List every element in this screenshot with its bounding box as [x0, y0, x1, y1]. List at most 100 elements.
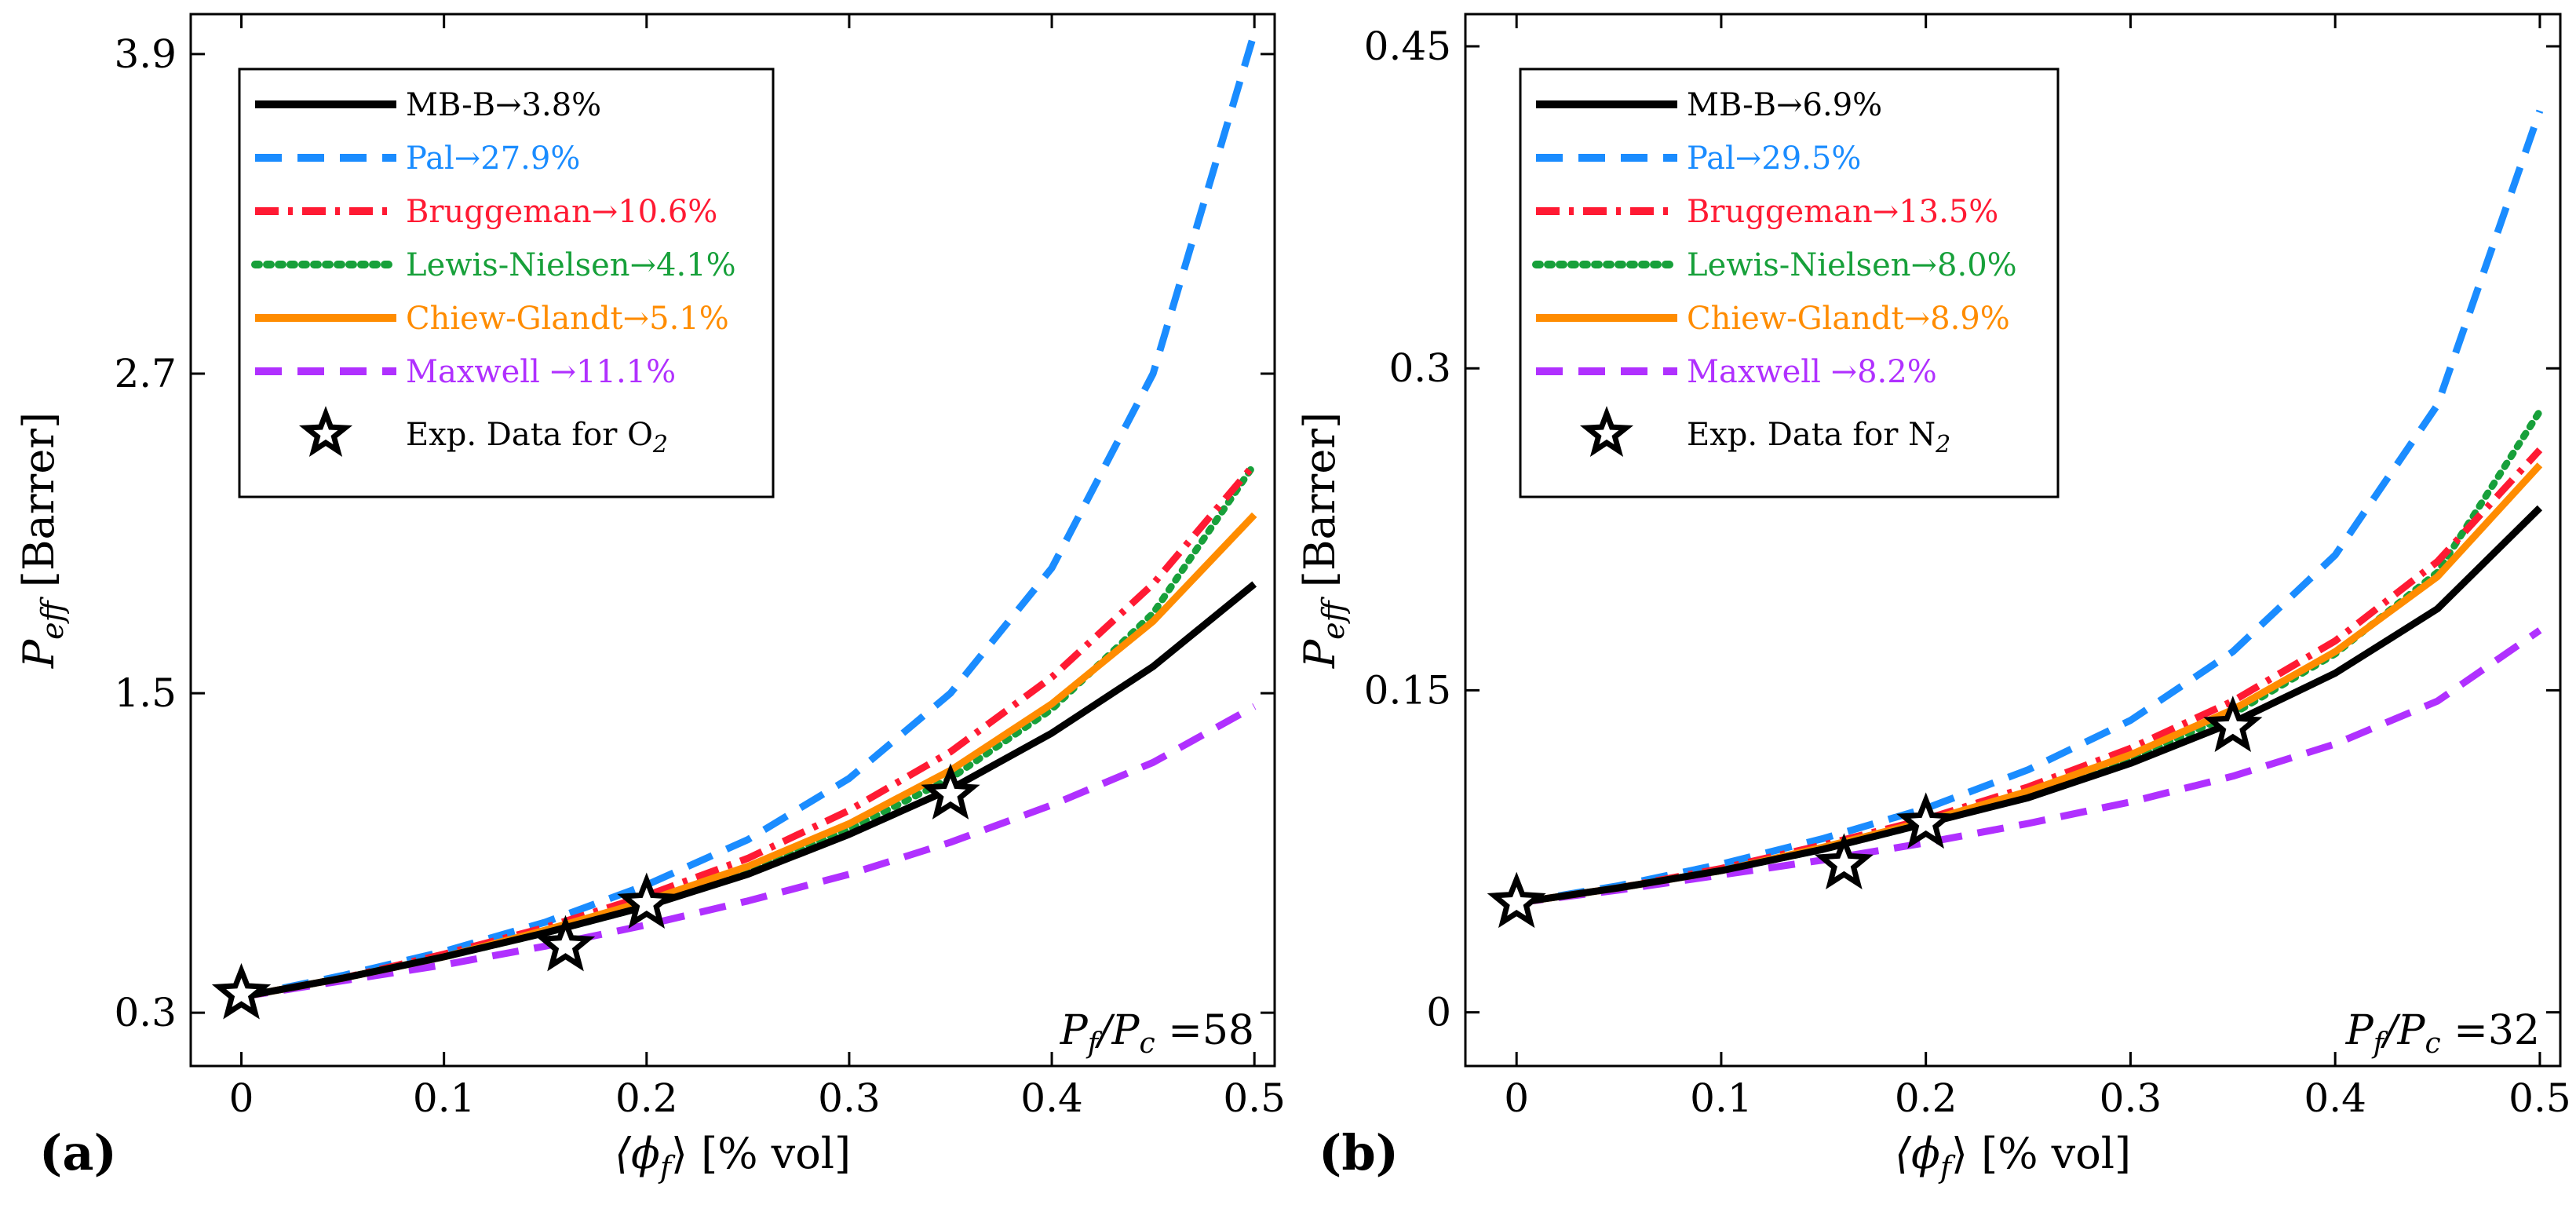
legend-entry-name: Lewis-Nielsen — [406, 247, 630, 283]
legend-entry-chiew-glandt: Chiew-Glandt→8.9% — [1687, 301, 2010, 337]
legend-entry-lewis-nielsen: Lewis-Nielsen→8.0% — [1687, 247, 2017, 283]
x-tick-label: 0 — [229, 1075, 254, 1121]
legend-entry-pal: Pal→27.9% — [406, 141, 580, 177]
legend-entry-error: →4.1% — [630, 247, 736, 283]
x-axis-label-main: ⟨ϕ — [615, 1129, 660, 1178]
series-line-mb-b — [1516, 505, 2543, 907]
panel-label: (b) — [1319, 1124, 1399, 1181]
experimental-point — [2203, 695, 2263, 752]
x-tick-label: 0.4 — [1020, 1075, 1083, 1121]
legend-entry-experimental: Exp. Data for N2 — [1687, 417, 1950, 458]
legend-entry-mb-b: MB-B→3.8% — [406, 87, 601, 123]
ratio-annotation-p1: P — [1060, 1007, 1089, 1054]
legend-entry-name: Bruggeman — [406, 194, 592, 230]
ratio-annotation: Pf/Pc =58 — [1060, 1007, 1254, 1060]
legend-entry-name: Chiew-Glandt — [406, 301, 623, 337]
legend-entry-error: →27.9% — [454, 141, 581, 177]
series-line-maxwell — [1516, 627, 2542, 907]
legend-entry-error: →8.2% — [1831, 354, 1937, 390]
x-axis-label: ⟨ϕf⟩ [% vol] — [615, 1129, 851, 1185]
series-line-bruggeman — [240, 462, 1257, 1001]
y-axis-label-main: P — [1295, 638, 1345, 669]
legend-entry-pal: Pal→29.5% — [1687, 141, 1861, 177]
legend-entry-name: Pal — [406, 141, 454, 177]
legend-entry-error: →8.9% — [1904, 301, 2010, 337]
legend-experimental-label: Exp. Data for O — [406, 417, 653, 453]
legend-entry-name: Bruggeman — [1687, 194, 1873, 230]
y-tick-label: 0.3 — [1388, 345, 1451, 391]
ratio-annotation-val: =32 — [2441, 1007, 2540, 1054]
series-line-maxwell — [240, 703, 1257, 1001]
y-tick-label: 0.45 — [1364, 24, 1451, 69]
legend-entry-error: →3.8% — [495, 87, 601, 123]
legend-entry-maxwell: Maxwell →11.1% — [406, 354, 676, 390]
panel-label: (a) — [39, 1124, 117, 1181]
y-axis-label: Peff [Barrer] — [14, 412, 70, 669]
ratio-annotation-p1: P — [2345, 1007, 2374, 1054]
experimental-point — [1487, 871, 1546, 929]
legend: MB-B→6.9% Pal→29.5% Bruggeman→13.5% Lewis-N… — [1519, 68, 2060, 498]
experimental-point — [1814, 833, 1874, 889]
legend-entry-error: →6.9% — [1776, 87, 1882, 123]
legend-entry-mb-b: MB-B→6.9% — [1687, 87, 1882, 123]
legend-entry-bruggeman: Bruggeman→10.6% — [406, 194, 717, 230]
legend-entry-bruggeman: Bruggeman→13.5% — [1687, 194, 1998, 230]
y-axis-label-sub: eff — [1316, 596, 1351, 639]
x-axis-label: ⟨ϕf⟩ [% vol] — [1895, 1129, 2131, 1185]
x-tick-label: 0.2 — [615, 1075, 678, 1121]
legend-experimental-label: Exp. Data for N — [1687, 417, 1936, 453]
x-tick-label: 0.3 — [2100, 1075, 2162, 1121]
y-axis-label-main: P — [14, 638, 64, 669]
legend-star-icon — [298, 406, 353, 457]
ratio-annotation-val: =58 — [1155, 1007, 1254, 1054]
series-line-pal — [1516, 109, 2544, 907]
experimental-point — [211, 962, 272, 1020]
experimental-point — [921, 763, 980, 820]
x-tick-label: 0.5 — [1223, 1075, 1286, 1121]
x-tick-label: 0 — [1504, 1075, 1529, 1121]
legend-entry-error: →29.5% — [1735, 141, 1862, 177]
x-tick-label: 0.5 — [2508, 1075, 2571, 1121]
series-line-chiew-glandt — [1516, 462, 2543, 907]
x-axis-label-main: ⟨ϕ — [1895, 1129, 1940, 1178]
ratio-annotation-mid: /P — [2380, 1007, 2426, 1054]
series-line-lewis-nielsen — [238, 460, 1258, 1001]
legend-entry-name: Pal — [1687, 141, 1735, 177]
experimental-point — [617, 872, 677, 929]
y-tick-label: 0 — [1426, 990, 1451, 1035]
y-tick-label: 0.15 — [1364, 667, 1451, 713]
plot-area — [189, 13, 1276, 1068]
y-tick-label: 3.9 — [114, 31, 177, 77]
legend-experimental-sub: 2 — [1935, 431, 1950, 458]
x-axis-label-rest: ⟩ [% vol] — [1951, 1129, 2131, 1178]
ratio-annotation: Pf/Pc =32 — [2345, 1007, 2540, 1060]
ratio-annotation-mid: /P — [1094, 1007, 1140, 1054]
legend-entry-lewis-nielsen: Lewis-Nielsen→4.1% — [406, 247, 736, 283]
series-line-pal — [240, 31, 1258, 1001]
legend-entry-name: Lewis-Nielsen — [1687, 247, 1911, 283]
legend-entry-chiew-glandt: Chiew-Glandt→5.1% — [406, 301, 729, 337]
y-tick-label: 1.5 — [114, 670, 177, 716]
legend-entry-name: MB-B — [406, 87, 495, 123]
series-line-chiew-glandt — [240, 512, 1257, 1001]
legend: MB-B→3.8% Pal→27.9% Bruggeman→10.6% Lewis-N… — [238, 68, 775, 498]
legend-entry-error: →13.5% — [1873, 194, 1999, 230]
plot-area — [1464, 13, 2562, 1068]
experimental-point — [535, 915, 596, 972]
experimental-point — [1896, 792, 1956, 849]
x-tick-label: 0.1 — [1690, 1075, 1753, 1121]
legend-star-icon — [1579, 406, 1634, 457]
series-line-bruggeman — [1516, 447, 2543, 907]
y-axis-label-unit: [Barrer] — [1295, 412, 1345, 601]
ratio-annotation-s2: c — [1140, 1028, 1155, 1060]
y-axis-label-sub: eff — [35, 596, 70, 639]
y-axis-label-unit: [Barrer] — [14, 412, 64, 601]
legend-entry-name: Maxwell — [1687, 354, 1831, 390]
x-axis-label-rest: ⟩ [% vol] — [671, 1129, 851, 1178]
legend-entry-name: Maxwell — [406, 354, 550, 390]
x-tick-label: 0.1 — [413, 1075, 476, 1121]
legend-entry-error: →8.0% — [1911, 247, 2017, 283]
chart-panel-a: 0 0.1 0.2 0.3 0.4 0.5 0.3 1.5 2.7 3.9 ⟨ϕf⟩ [% vol]… — [14, 13, 1286, 1185]
legend-entry-maxwell: Maxwell →8.2% — [1687, 354, 1937, 390]
